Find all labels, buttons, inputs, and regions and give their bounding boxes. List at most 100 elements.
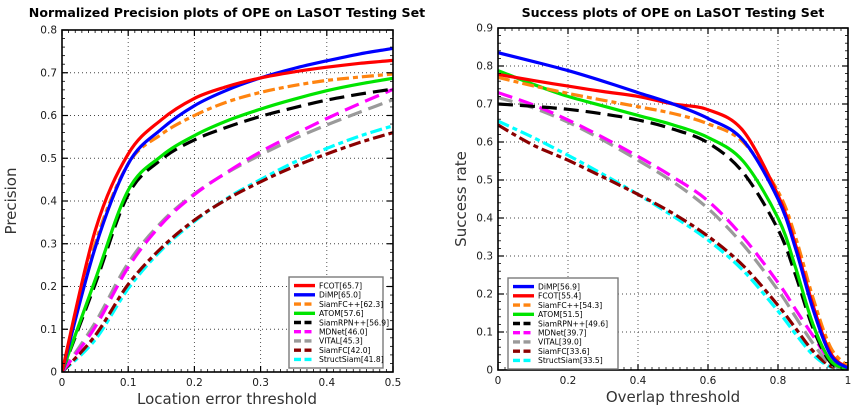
legend-label: SiamFC[33.6] xyxy=(538,347,590,356)
series-curve-SiamFC xyxy=(498,123,848,370)
x-axis-label: Location error threshold xyxy=(137,390,317,408)
tick-labels: 0 0.2 0.4 0.6 0.8 1 0 0.1 0.2 0.3 0.4 0.5 0.6 0.7 0.8 0… xyxy=(476,23,851,388)
axes-border xyxy=(61,29,394,373)
y-tick-label: 0.1 xyxy=(476,327,493,339)
legend-label: MDNet[39.7] xyxy=(538,329,587,338)
y-tick-label: 0.8 xyxy=(476,61,493,73)
series-curve-VITAL xyxy=(498,96,848,370)
y-tick-label: 0.3 xyxy=(40,238,57,250)
normalized-precision-plot-canvas: 0 0.1 0.2 0.3 0.4 0.5 0 0.1 0.2 0.3 0.4 0.5 0.6 0.7 0.… xyxy=(2,5,425,408)
y-tick-label: 0.8 xyxy=(40,25,57,37)
y-tick-label: 0.5 xyxy=(40,153,57,165)
x-tick-label: 0.2 xyxy=(560,375,577,387)
legend-item-DiMP: DiMP[56.9] xyxy=(513,282,580,291)
normalized-precision-plot: 0 0.1 0.2 0.3 0.4 0.5 0 0.1 0.2 0.3 0.4 0.5 0.6 0.7 0.… xyxy=(2,5,425,408)
legend-label: FCOT[65.7] xyxy=(319,281,362,290)
chart-title: Success plots of OPE on LaSOT Testing Se… xyxy=(522,5,825,20)
legend-label: ATOM[57.6] xyxy=(319,309,364,318)
axes-border xyxy=(497,27,849,371)
legend-label: StructSiam[33.5] xyxy=(538,356,603,365)
y-tick-label: 0 xyxy=(50,367,57,379)
legend-label: SiamFC[42.0] xyxy=(319,346,371,355)
legend-item-ATOM: ATOM[51.5] xyxy=(513,310,583,319)
x-axis-label: Overlap threshold xyxy=(606,388,740,406)
legend-label: VITAL[39.0] xyxy=(538,338,582,347)
y-tick-label: 0.2 xyxy=(476,289,493,301)
legend-item-FCOT: FCOT[55.4] xyxy=(513,292,581,301)
y-tick-label: 0.2 xyxy=(40,281,57,293)
plot-area: 0 0.1 0.2 0.3 0.4 0.5 0 0.1 0.2 0.3 0.4 0.5 0.6 0.7 0.… xyxy=(40,25,401,390)
x-tick-label: 0.3 xyxy=(252,377,269,389)
curves xyxy=(498,51,848,370)
legend-item-SiamRPN++: SiamRPN++[56.9] xyxy=(294,318,389,327)
legend: DiMP[56.9]FCOT[55.4]SiamFC++[54.3]ATOM[5… xyxy=(507,277,619,370)
legend-item-SiamFC++: SiamFC++[54.3] xyxy=(513,301,602,310)
y-tick-label: 0.6 xyxy=(476,137,493,149)
series-curve-DiMP xyxy=(62,46,393,372)
y-tick-label: 0.9 xyxy=(476,23,493,35)
x-tick-label: 1 xyxy=(845,375,852,387)
x-tick-label: 0.2 xyxy=(186,377,203,389)
legend-item-SiamFC++: SiamFC++[62.3] xyxy=(294,300,383,309)
success-plot: 0 0.2 0.4 0.6 0.8 1 0 0.1 0.2 0.3 0.4 0.5 0.6 0.7 0.8 0… xyxy=(426,0,852,418)
plot-area: 0 0.2 0.4 0.6 0.8 1 0 0.1 0.2 0.3 0.4 0.5 0.6 0.7 0.8 0… xyxy=(476,23,851,388)
x-tick-label: 0.5 xyxy=(385,377,402,389)
legend-item-MDNet: MDNet[46.0] xyxy=(294,328,368,337)
legend-label: DiMP[65.0] xyxy=(319,291,361,300)
series-curve-DiMP xyxy=(498,51,848,370)
tick-labels: 0 0.1 0.2 0.3 0.4 0.5 0 0.1 0.2 0.3 0.4 0.5 0.6 0.7 0.… xyxy=(40,25,401,390)
legend-label: SiamRPN++[56.9] xyxy=(319,318,389,327)
legend-box xyxy=(507,277,619,370)
series-curve-ATOM xyxy=(498,69,848,370)
y-tick-label: 0.6 xyxy=(40,110,57,122)
x-tick-label: 0 xyxy=(59,377,66,389)
y-tick-label: 0.4 xyxy=(40,196,57,208)
legend-label: VITAL[45.3] xyxy=(319,337,363,346)
legend: FCOT[65.7]DiMP[65.0]SiamFC++[62.3]ATOM[5… xyxy=(288,276,389,369)
series-curve-VITAL xyxy=(62,98,393,372)
legend-item-SiamFC: SiamFC[42.0] xyxy=(294,346,371,355)
x-tick-label: 0.1 xyxy=(120,377,137,389)
x-tick-label: 0.6 xyxy=(700,375,717,387)
y-tick-label: 0.4 xyxy=(476,213,493,225)
legend-label: ATOM[51.5] xyxy=(538,310,583,319)
legend-label: DiMP[56.9] xyxy=(538,282,580,291)
y-tick-label: 0.1 xyxy=(40,324,57,336)
legend-label: MDNet[46.0] xyxy=(319,328,368,337)
legend-item-VITAL: VITAL[39.0] xyxy=(513,338,582,347)
chart-title: Normalized Precision plots of OPE on LaS… xyxy=(29,5,425,20)
legend-item-DiMP: DiMP[65.0] xyxy=(294,291,361,300)
legend-item-StructSiam: StructSiam[41.8] xyxy=(294,355,384,364)
legend-item-MDNet: MDNet[39.7] xyxy=(513,329,587,338)
y-tick-label: 0.7 xyxy=(40,67,57,79)
curves xyxy=(62,46,393,372)
series-curve-MDNet xyxy=(498,91,848,370)
legend-item-VITAL: VITAL[45.3] xyxy=(294,337,363,346)
success-plot-canvas: 0 0.2 0.4 0.6 0.8 1 0 0.1 0.2 0.3 0.4 0.5 0.6 0.7 0.8 0… xyxy=(452,5,851,406)
legend-item-SiamFC: SiamFC[33.6] xyxy=(513,347,590,356)
y-tick-label: 0.5 xyxy=(476,175,493,187)
series-curve-ATOM xyxy=(62,76,393,372)
series-curve-SiamFC xyxy=(62,131,393,372)
legend-label: FCOT[55.4] xyxy=(538,292,581,301)
x-tick-label: 0.8 xyxy=(770,375,787,387)
y-tick-label: 0.3 xyxy=(476,251,493,263)
x-tick-label: 0.4 xyxy=(318,377,335,389)
y-axis-label: Success rate xyxy=(452,151,470,247)
legend-label: SiamFC++[62.3] xyxy=(319,300,383,309)
legend-item-FCOT: FCOT[65.7] xyxy=(294,281,362,290)
legend-item-StructSiam: StructSiam[33.5] xyxy=(513,356,603,365)
x-tick-label: 0.4 xyxy=(630,375,647,387)
x-tick-label: 0 xyxy=(495,375,502,387)
y-tick-label: 0.7 xyxy=(476,99,493,111)
legend-item-SiamRPN++: SiamRPN++[49.6] xyxy=(513,319,608,328)
series-curve-FCOT xyxy=(62,58,393,372)
y-tick-label: 0 xyxy=(486,365,493,377)
legend-label: SiamFC++[54.3] xyxy=(538,301,602,310)
legend-label: SiamRPN++[49.6] xyxy=(538,319,608,328)
series-curve-StructSiam xyxy=(498,119,848,370)
legend-label: StructSiam[41.8] xyxy=(319,355,384,364)
y-axis-label: Precision xyxy=(2,168,20,235)
series-curve-SiamFC++ xyxy=(498,75,848,368)
